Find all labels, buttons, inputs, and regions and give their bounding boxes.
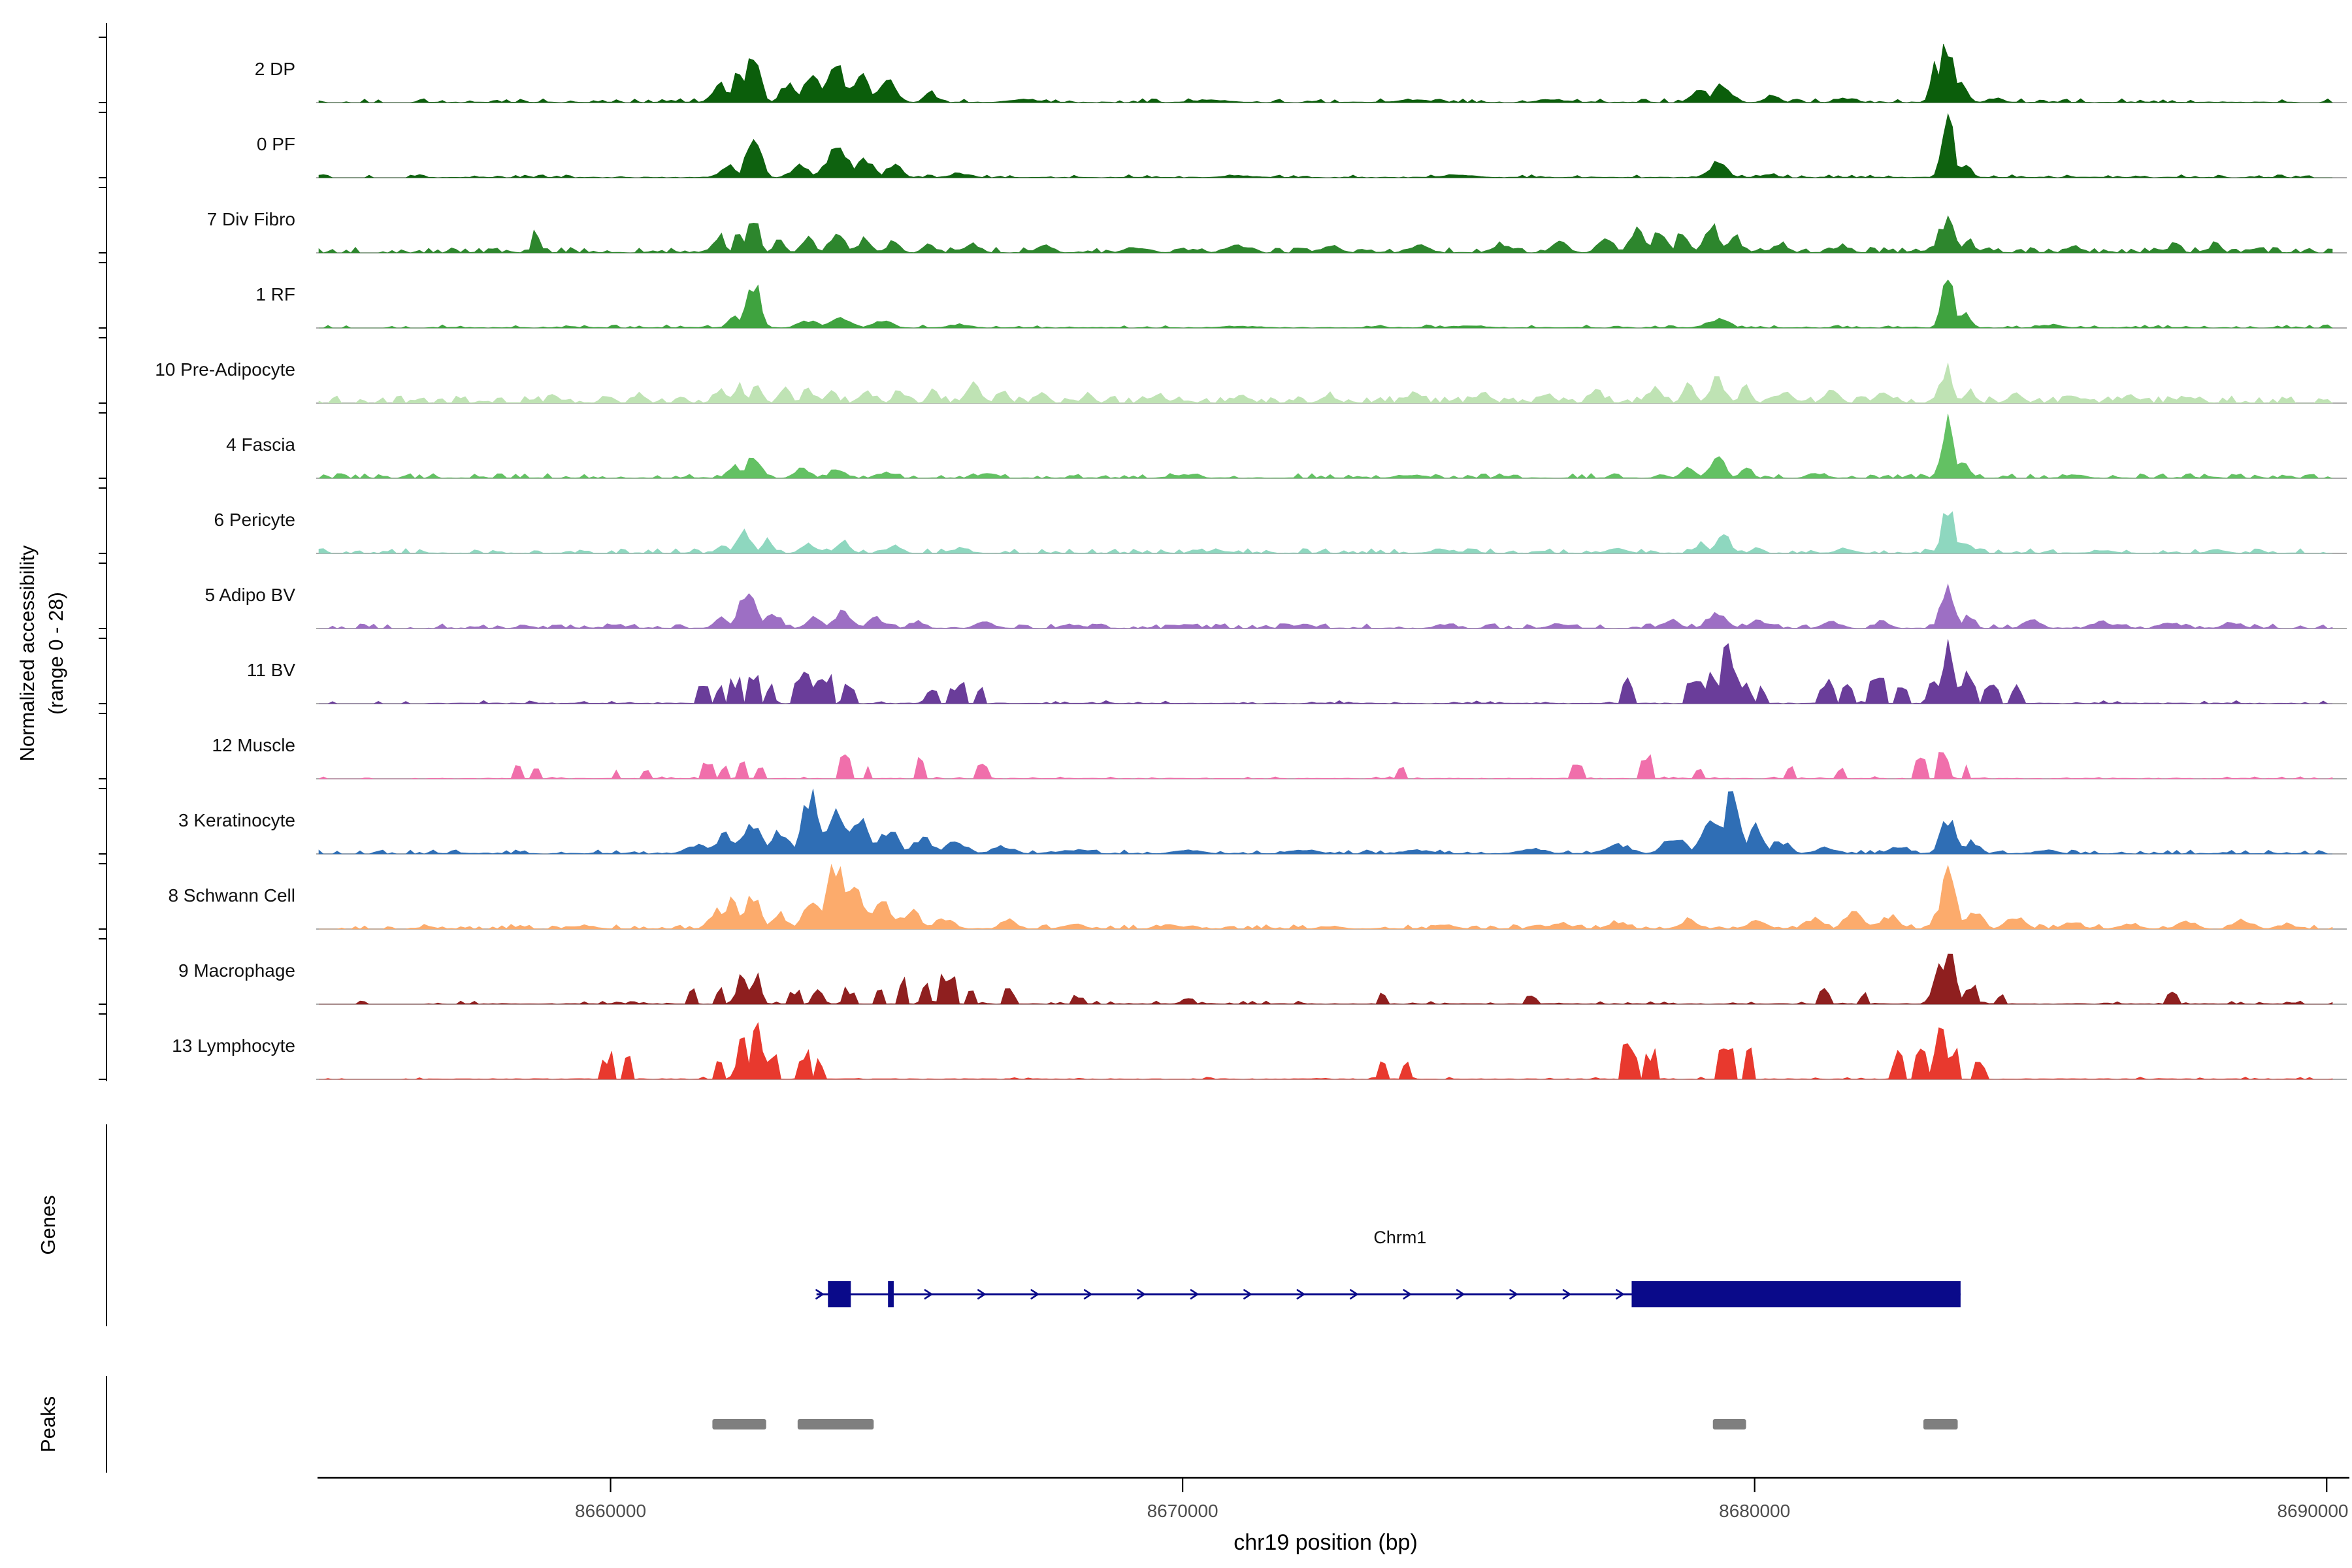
x-axis-title: chr19 position (bp)	[1233, 1530, 1418, 1555]
accessibility-track: 5 Adipo BV	[204, 583, 2347, 629]
track-label: 6 Pericyte	[214, 510, 296, 530]
strand-arrow-icon	[1190, 1289, 1200, 1299]
track-label: 2 DP	[255, 59, 295, 79]
peak-bar	[1712, 1419, 1746, 1429]
accessibility-track: 3 Keratinocyte	[178, 789, 2347, 855]
y-axis-label-line2: (range 0 - 28)	[44, 592, 67, 715]
accessibility-track: 8 Schwann Cell	[168, 864, 2347, 930]
accessibility-track: 7 Div Fibro	[207, 209, 2347, 253]
strand-arrow-icon	[1509, 1289, 1518, 1299]
strand-arrow-icon	[1349, 1289, 1359, 1299]
track-signal	[318, 789, 2332, 855]
genes-section-label: Genes	[37, 1195, 59, 1254]
strand-arrow-icon	[1137, 1289, 1146, 1299]
track-label: 11 BV	[247, 660, 296, 680]
track-label: 12 Muscle	[212, 735, 295, 755]
track-signal	[319, 279, 2333, 329]
y-axis-bracket	[99, 23, 107, 1081]
accessibility-track: 6 Pericyte	[214, 510, 2347, 554]
track-signal	[318, 215, 2333, 253]
track-signal	[318, 414, 2333, 479]
accessibility-track: 12 Muscle	[212, 735, 2347, 779]
track-signal	[318, 112, 2332, 178]
accessibility-track: 1 RF	[255, 279, 2347, 329]
track-signal	[318, 363, 2333, 404]
strand-arrow-icon	[1030, 1289, 1040, 1299]
track-signal	[319, 639, 2332, 705]
track-signal	[319, 953, 2333, 1005]
strand-arrow-icon	[815, 1289, 825, 1299]
accessibility-track: 13 Lymphocyte	[172, 1022, 2347, 1080]
track-signal	[319, 1022, 2333, 1080]
y-axis-label-line1: Normalized accessibility	[16, 545, 39, 761]
gene-exon	[828, 1281, 851, 1307]
track-label: 8 Schwann Cell	[168, 885, 295, 906]
genes-layer: Chrm1	[106, 1124, 1961, 1326]
track-label: 0 PF	[257, 134, 295, 154]
gene-exon	[888, 1281, 894, 1307]
track-label: 7 Div Fibro	[207, 209, 295, 229]
accessibility-track: 0 PF	[257, 112, 2347, 178]
strand-arrow-icon	[1243, 1289, 1252, 1299]
accessibility-track: 9 Macrophage	[178, 953, 2347, 1005]
track-label: 13 Lymphocyte	[172, 1036, 295, 1056]
accessibility-track: 4 Fascia	[226, 414, 2347, 479]
track-label: 5 Adipo BV	[204, 585, 295, 605]
x-axis-layer: 8660000 8670000 8680000 8690000	[318, 1477, 2349, 1521]
x-axis-tick-label: 8690000	[2277, 1501, 2348, 1521]
x-axis-tick-label: 8670000	[1147, 1501, 1218, 1521]
peak-bar	[797, 1419, 874, 1429]
tracks-layer: 2 DP 0 PF 7 Div Fibro 1 RF 10 Pre-Adipocyte 4…	[155, 43, 2347, 1080]
track-label: 3 Keratinocyte	[178, 810, 295, 830]
strand-arrow-icon	[1562, 1289, 1572, 1299]
peaks-section-label: Peaks	[37, 1396, 59, 1452]
track-label: 1 RF	[255, 284, 295, 304]
accessibility-track: 10 Pre-Adipocyte	[155, 359, 2347, 404]
strand-arrow-icon	[1403, 1289, 1413, 1299]
track-signal	[318, 752, 2333, 779]
track-signal	[319, 583, 2333, 629]
peaks-layer	[106, 1376, 1958, 1473]
strand-arrow-icon	[1296, 1289, 1306, 1299]
track-signal	[318, 511, 2332, 554]
track-signal	[318, 43, 2333, 103]
peak-bar	[1923, 1419, 1958, 1429]
track-signal	[319, 864, 2333, 930]
track-label: 4 Fascia	[226, 434, 295, 455]
track-label: 10 Pre-Adipocyte	[155, 359, 295, 380]
accessibility-track: 2 DP	[255, 43, 2347, 103]
peak-bar	[712, 1419, 766, 1429]
strand-arrow-icon	[977, 1289, 987, 1299]
x-axis-tick-label: 8680000	[1719, 1501, 1790, 1521]
accessibility-track: 11 BV	[247, 639, 2347, 705]
strand-arrow-icon	[924, 1289, 934, 1299]
gene-exon	[1631, 1281, 1961, 1307]
x-axis-tick-label: 8660000	[575, 1501, 646, 1521]
strand-arrow-icon	[1083, 1289, 1093, 1299]
gene-name-label: Chrm1	[1373, 1228, 1426, 1247]
track-label: 9 Macrophage	[178, 960, 295, 981]
strand-arrow-icon	[1616, 1289, 1625, 1299]
strand-arrow-icon	[1456, 1289, 1465, 1299]
